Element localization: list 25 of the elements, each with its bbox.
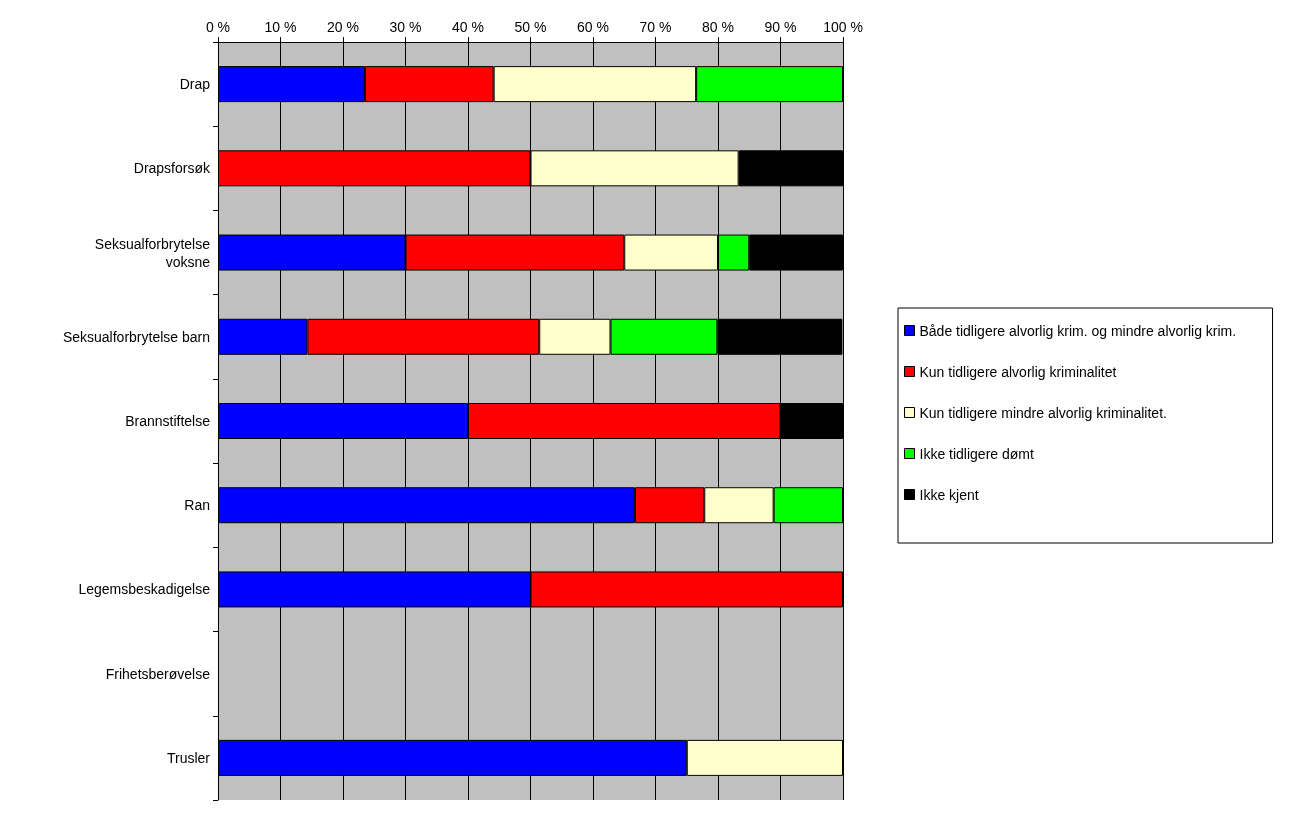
x-tick-label: 60 % xyxy=(577,19,609,35)
y-tick-label: Ran xyxy=(184,497,210,514)
x-tick-label: 50 % xyxy=(514,19,547,35)
legend-label: Ikke tidligere dømt xyxy=(919,445,1034,462)
y-tick-label: Trusler xyxy=(166,749,211,766)
y-tick-label: Seksualforbrytelse barn xyxy=(62,328,210,345)
x-tick-label: 70 % xyxy=(639,19,672,35)
y-tick-label: Drapsforsøk xyxy=(133,160,211,177)
x-tick-label: 40 % xyxy=(452,19,484,35)
y-tick-label: Drap xyxy=(179,76,211,93)
x-tick-label: 80 % xyxy=(702,19,734,35)
y-tick-label: Brannstiftelse xyxy=(125,413,211,429)
legend-label: Kun tidligere alvorlig kriminalitet xyxy=(919,363,1117,380)
legend-label: Kun tidligere mindre alvorlig kriminalitet. xyxy=(919,404,1167,421)
y-tick-label: Seksualforbrytelse voksne xyxy=(94,235,211,270)
y-tick-label: Legemsbeskadigelse xyxy=(78,581,211,598)
x-tick-label: 90 % xyxy=(764,19,797,35)
legend-label: Ikke kjent xyxy=(919,486,979,503)
x-tick-label: 20 % xyxy=(327,19,359,35)
x-tick-label: 30 % xyxy=(389,19,422,35)
x-tick-label: 0 % xyxy=(205,19,231,35)
x-tick-label: 10 % xyxy=(264,19,297,35)
y-tick-label: Frihetsberøvelse xyxy=(105,665,211,682)
legend-label: Både tidligere alvorlig krim. og mindre alvorlig krim. xyxy=(919,322,1237,339)
x-tick-label: 100 % xyxy=(823,19,863,35)
